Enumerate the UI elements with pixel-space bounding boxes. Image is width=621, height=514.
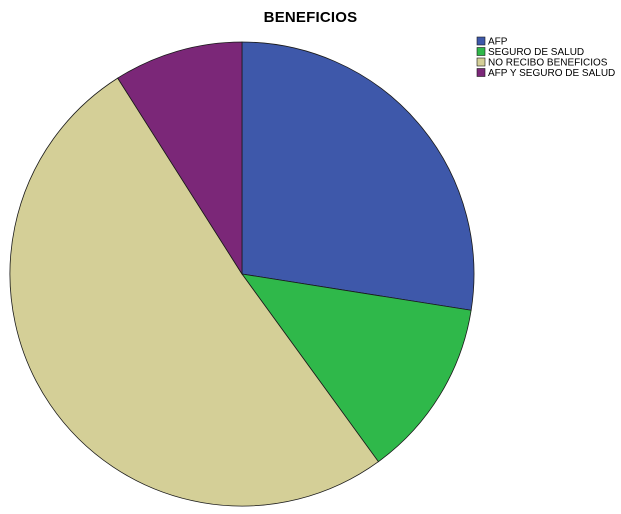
pie-slice-no-recibo-beneficios <box>9 77 379 507</box>
pie-slice-seguro-de-salud <box>241 273 472 463</box>
legend-label-afp-y-seguro-de-salud: AFP Y SEGURO DE SALUD <box>488 68 615 79</box>
chart-title: BENEFICIOS <box>263 9 358 26</box>
legend-label-no-recibo-beneficios: NO RECIBO BENEFICIOS <box>488 58 608 69</box>
pie-slice-afp <box>241 41 475 311</box>
pie-slice-afp-y-seguro-de-salud <box>117 41 243 276</box>
legend-swatch-afp-y-seguro-de-salud <box>476 68 486 77</box>
legend-swatch-no-recibo-beneficios <box>476 57 486 67</box>
legend-swatch-seguro-de-salud <box>476 47 486 56</box>
legend-swatch-afp <box>476 36 486 46</box>
legend-label-afp: AFP <box>488 37 508 48</box>
legend-label-seguro-de-salud: SEGURO DE SALUD <box>488 47 584 58</box>
